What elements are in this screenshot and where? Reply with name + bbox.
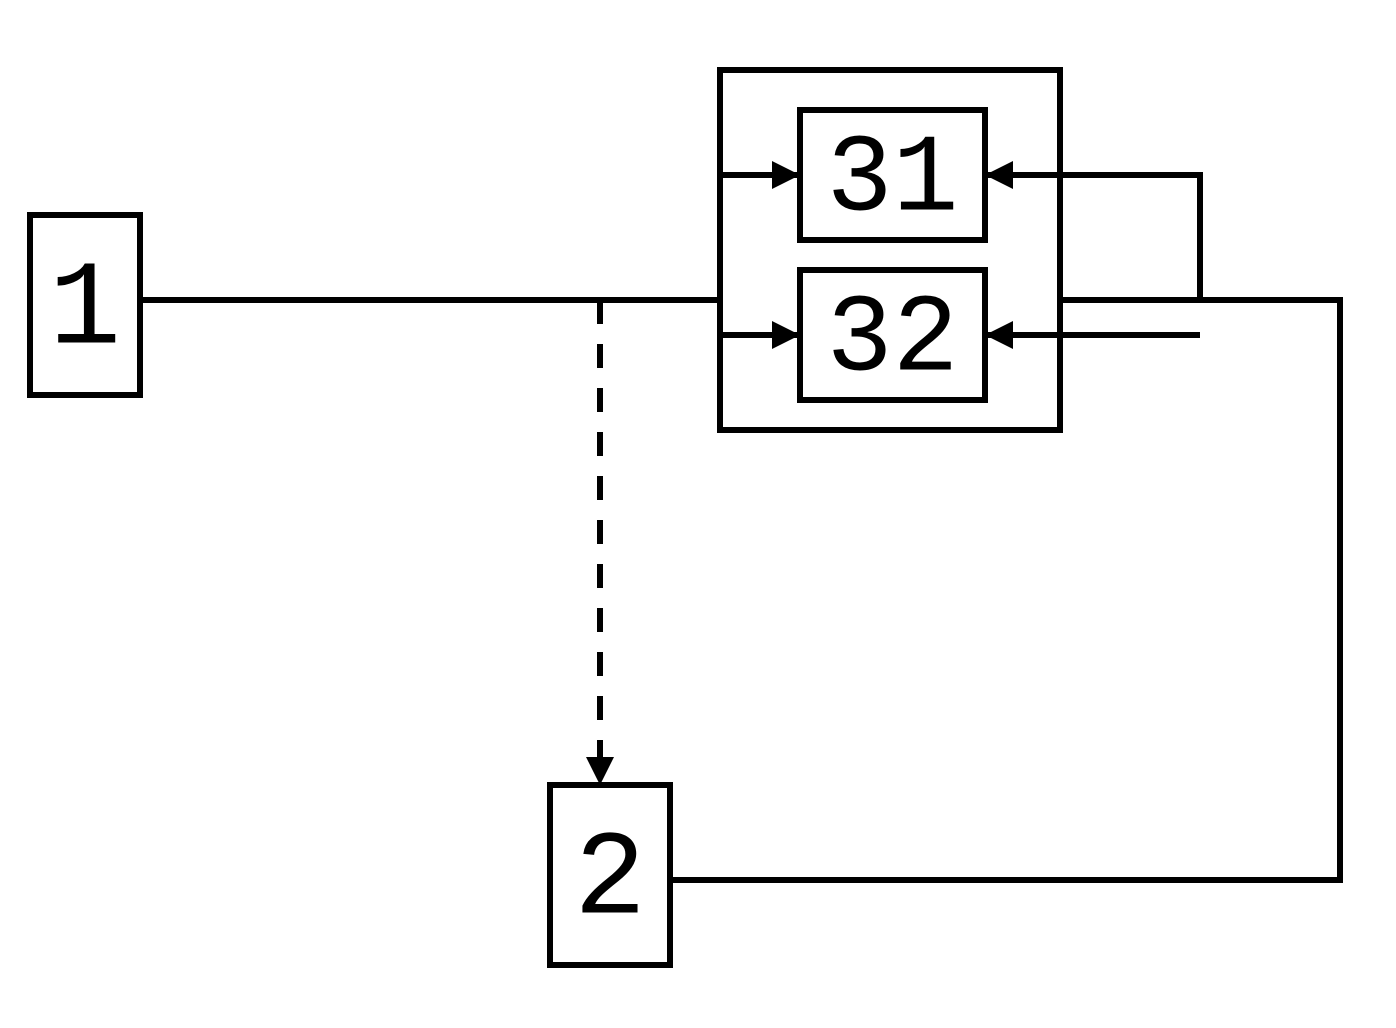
edge-7	[670, 300, 1340, 880]
node-n31: 31	[800, 110, 985, 244]
node-n1: 1	[30, 215, 140, 395]
node-n2-label: 2	[574, 814, 646, 950]
node-n32-label: 32	[826, 279, 958, 404]
node-n1-label: 1	[49, 244, 121, 380]
edge-3	[1060, 175, 1200, 300]
node-n31-label: 31	[826, 119, 958, 244]
nodes-layer: 1 2 31 32	[30, 70, 1060, 965]
edges-layer	[140, 161, 1340, 880]
block-diagram: 1 2 31 32	[0, 0, 1396, 1028]
node-n2: 2	[550, 785, 670, 965]
node-n32: 32	[800, 270, 985, 404]
